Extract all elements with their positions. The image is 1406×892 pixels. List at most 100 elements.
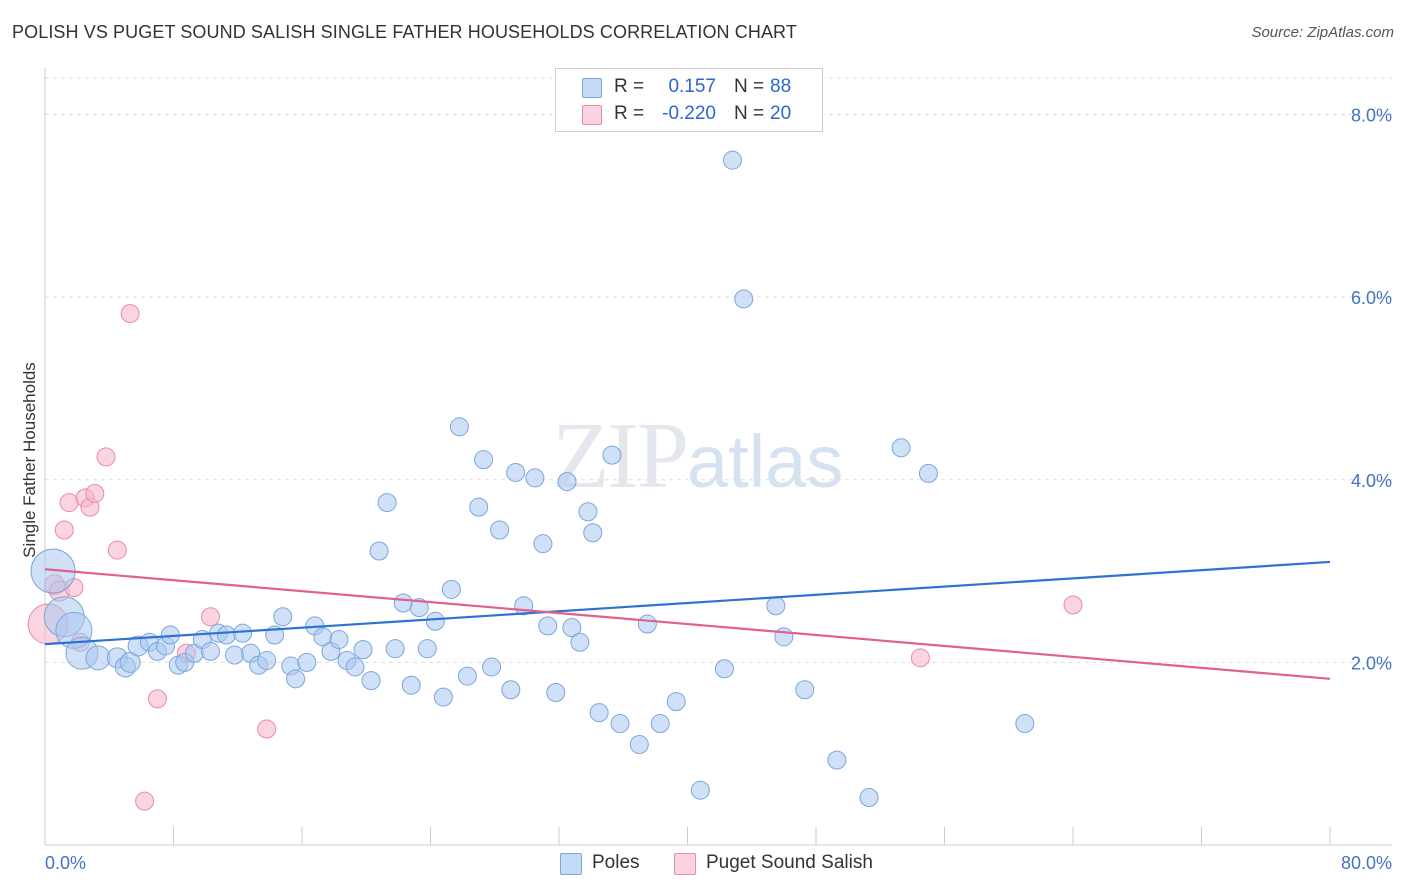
data-point: [273, 607, 293, 627]
data-point: [546, 683, 566, 703]
watermark: ZIPatlas: [552, 402, 843, 510]
data-point: [714, 659, 734, 679]
series-puget-sound-salish: [27, 304, 1083, 811]
trend-line-puget: [44, 568, 1331, 680]
trend-lines: [44, 560, 1331, 680]
data-point: [441, 579, 461, 599]
data-point: [474, 450, 494, 470]
data-point: [233, 623, 253, 643]
data-point: [650, 714, 670, 734]
data-point: [257, 719, 277, 739]
legend-n-label: N =: [734, 103, 765, 124]
data-point: [257, 651, 277, 671]
data-point: [329, 630, 349, 650]
legend-n-value: 88: [770, 76, 792, 97]
data-point: [690, 780, 710, 800]
data-point: [85, 483, 105, 503]
data-point: [918, 463, 938, 483]
legend-r-label: R =: [614, 76, 645, 97]
legend-n-value: 20: [770, 103, 792, 124]
data-point: [734, 289, 754, 309]
grid-lines: [45, 77, 1392, 663]
data-point: [457, 666, 477, 686]
data-point: [610, 714, 630, 734]
x-tick-label: 80.0%: [1341, 853, 1392, 873]
data-point: [774, 627, 794, 647]
data-point: [602, 445, 622, 465]
chart-title: POLISH VS PUGET SOUND SALISH SINGLE FATH…: [12, 22, 797, 42]
y-tick-label: 4.0%: [1351, 471, 1392, 491]
data-point: [589, 703, 609, 723]
data-point: [722, 150, 742, 170]
data-point: [217, 625, 237, 645]
data-point: [409, 598, 429, 618]
data-point: [200, 607, 220, 627]
data-point: [401, 675, 421, 695]
data-point: [891, 438, 911, 458]
data-point: [107, 540, 127, 560]
data-point: [538, 616, 558, 636]
legend-label-poles: Poles: [592, 852, 640, 873]
data-point: [200, 641, 220, 661]
data-point: [501, 680, 521, 700]
data-point: [345, 657, 365, 677]
x-tick-label: 0.0%: [45, 853, 86, 873]
data-point: [147, 689, 167, 709]
data-point: [859, 788, 879, 808]
data-point: [1015, 714, 1035, 734]
tick-labels: 2.0% 4.0% 6.0% 8.0% 0.0% 80.0%: [45, 106, 1392, 873]
axes: [44, 68, 1392, 846]
data-point: [910, 648, 930, 668]
data-point: [449, 417, 469, 437]
trend-line-poles: [44, 560, 1331, 646]
y-tick-label: 2.0%: [1351, 653, 1392, 673]
data-point: [637, 614, 657, 634]
data-point: [417, 639, 437, 659]
series-poles: [30, 150, 1035, 808]
y-tick-label: 6.0%: [1351, 288, 1392, 308]
data-point: [482, 657, 502, 677]
data-point: [393, 593, 413, 613]
data-point: [583, 523, 603, 543]
legend-label-puget: Puget Sound Salish: [706, 852, 873, 873]
data-point: [557, 472, 577, 492]
data-point: [578, 502, 598, 522]
data-point: [827, 750, 847, 770]
data-point: [425, 611, 445, 631]
data-point: [533, 534, 553, 554]
legend-row-puget: R = -0.220 N = 20: [556, 101, 822, 127]
source-label: Source: ZipAtlas.com: [1251, 24, 1394, 41]
data-point: [795, 680, 815, 700]
data-point: [433, 687, 453, 707]
data-point: [506, 462, 526, 482]
data-point: [666, 692, 686, 712]
data-point: [469, 497, 489, 517]
data-point: [629, 735, 649, 755]
legend-r-label: R =: [614, 103, 645, 124]
legend-r-value: 0.157: [668, 76, 716, 97]
data-point: [54, 520, 74, 540]
data-point: [297, 652, 317, 672]
watermark-atlas: atlas: [687, 420, 844, 503]
data-point: [286, 669, 306, 689]
legend-swatch-poles: [560, 853, 582, 875]
legend-swatch-puget: [582, 105, 602, 125]
data-point: [225, 645, 245, 665]
data-point: [377, 493, 397, 513]
data-point: [85, 645, 111, 671]
data-point: [1063, 595, 1083, 615]
data-point: [353, 640, 373, 660]
legend-swatch-puget: [674, 853, 696, 875]
data-point: [525, 468, 545, 488]
data-point: [369, 541, 389, 561]
data-point: [766, 596, 786, 616]
data-point: [96, 447, 116, 467]
data-point: [135, 791, 155, 811]
data-point: [361, 671, 381, 691]
data-point: [562, 618, 582, 638]
legend-row-poles: R = 0.157 N = 88: [556, 74, 822, 100]
legend-r-value: -0.220: [662, 103, 716, 124]
data-point: [570, 632, 590, 652]
data-point: [385, 639, 405, 659]
